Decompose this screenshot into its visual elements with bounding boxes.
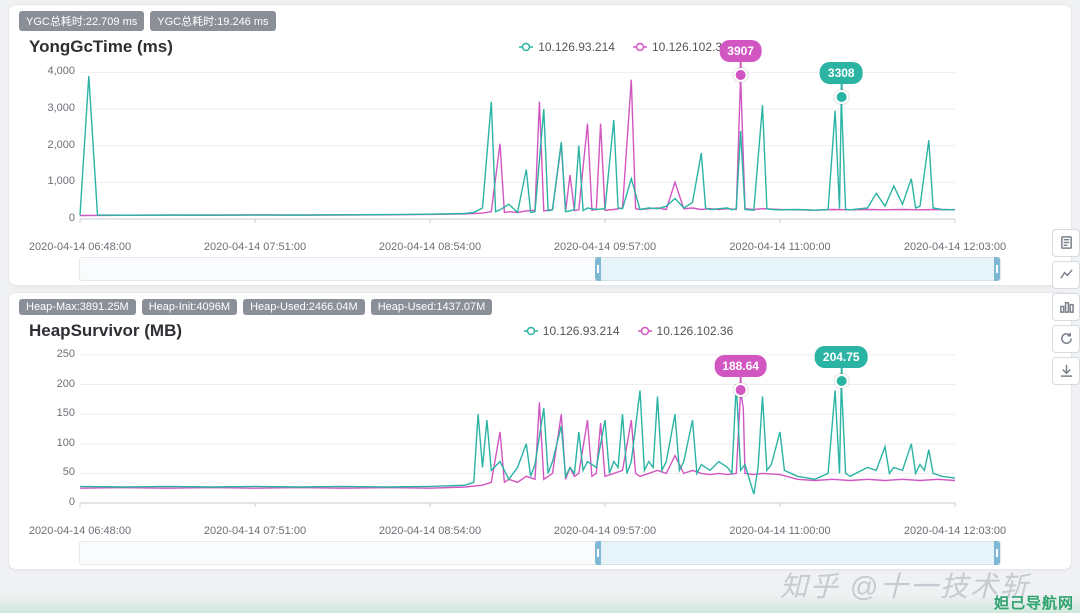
toolbar-line-icon[interactable] xyxy=(1052,261,1080,289)
x-tick-label: 2020-04-14 09:57:00 xyxy=(554,525,656,537)
stat-badge: YGC总耗时:22.709 ms xyxy=(19,11,144,31)
panel-heap: Heap-Max:3891.25M Heap-Init:4096M Heap-Use… xyxy=(8,292,1072,570)
chart-area[interactable]: 01,0002,0003,0004,0002020-04-14 06:48:00… xyxy=(25,59,1055,239)
y-tick-label: 100 xyxy=(15,437,75,449)
time-brush[interactable] xyxy=(79,257,1001,281)
y-tick-label: 2,000 xyxy=(15,139,75,151)
footer-gradient xyxy=(0,595,1080,613)
panel-yonggc: YGC总耗时:22.709 ms YGC总耗时:19.246 ms YongGcT… xyxy=(8,4,1072,286)
stat-badge: Heap-Used:1437.07M xyxy=(371,299,493,315)
toolbar-bars-icon[interactable] xyxy=(1052,293,1080,321)
legend-item[interactable]: 10.126.102.36 xyxy=(633,40,729,54)
toolbar-file-icon[interactable] xyxy=(1052,229,1080,257)
legend: 10.126.93.214 10.126.102.36 xyxy=(524,324,734,338)
stat-badge: YGC总耗时:19.246 ms xyxy=(150,11,275,31)
y-tick-label: 150 xyxy=(15,407,75,419)
page-root: YGC总耗时:22.709 ms YGC总耗时:19.246 ms YongGcT… xyxy=(0,0,1080,613)
x-tick-label: 2020-04-14 06:48:00 xyxy=(29,525,131,537)
x-tick-label: 2020-04-14 07:51:00 xyxy=(204,241,306,253)
x-tick-label: 2020-04-14 11:00:00 xyxy=(729,241,830,253)
x-tick-label: 2020-04-14 12:03:00 xyxy=(904,241,1006,253)
time-brush[interactable] xyxy=(79,541,1001,565)
toolbar-download-icon[interactable] xyxy=(1052,357,1080,385)
y-tick-label: 250 xyxy=(15,348,75,360)
y-tick-label: 3,000 xyxy=(15,102,75,114)
footer-brand: 妲己导航网 xyxy=(994,592,1074,613)
legend-item[interactable]: 10.126.93.214 xyxy=(524,324,620,338)
x-tick-label: 2020-04-14 06:48:00 xyxy=(29,241,131,253)
legend-item[interactable]: 10.126.93.214 xyxy=(519,40,615,54)
x-tick-label: 2020-04-14 07:51:00 xyxy=(204,525,306,537)
header-row: HeapSurvivor (MB) 10.126.93.214 10.126.10… xyxy=(29,321,1061,341)
y-tick-label: 200 xyxy=(15,378,75,390)
brush-selection[interactable] xyxy=(595,541,1000,565)
badge-row: Heap-Max:3891.25M Heap-Init:4096M Heap-Use… xyxy=(19,299,1061,315)
chart-area[interactable]: 0501001502002502020-04-14 06:48:002020-0… xyxy=(25,343,1055,523)
stat-badge: Heap-Init:4096M xyxy=(142,299,237,315)
y-tick-label: 0 xyxy=(15,212,75,224)
stat-badge: Heap-Used:2466.04M xyxy=(243,299,365,315)
x-tick-label: 2020-04-14 08:54:00 xyxy=(379,525,481,537)
chart-toolbar xyxy=(1052,229,1080,385)
brush-selection[interactable] xyxy=(595,257,1000,281)
badge-row: YGC总耗时:22.709 ms YGC总耗时:19.246 ms xyxy=(19,11,1061,31)
chart-title: HeapSurvivor (MB) xyxy=(29,321,182,341)
x-tick-label: 2020-04-14 08:54:00 xyxy=(379,241,481,253)
x-tick-label: 2020-04-14 12:03:00 xyxy=(904,525,1006,537)
y-tick-label: 4,000 xyxy=(15,65,75,77)
x-tick-label: 2020-04-14 11:00:00 xyxy=(729,525,830,537)
y-tick-label: 0 xyxy=(15,496,75,508)
header-row: YongGcTime (ms) 10.126.93.214 10.126.102.… xyxy=(29,37,1061,57)
y-tick-label: 50 xyxy=(15,466,75,478)
x-tick-label: 2020-04-14 09:57:00 xyxy=(554,241,656,253)
toolbar-refresh-icon[interactable] xyxy=(1052,325,1080,353)
y-tick-label: 1,000 xyxy=(15,175,75,187)
chart-title: YongGcTime (ms) xyxy=(29,37,173,57)
legend-item[interactable]: 10.126.102.36 xyxy=(638,324,734,338)
legend: 10.126.93.214 10.126.102.36 xyxy=(519,40,729,54)
watermark-text: 知乎 @十一技术斩 xyxy=(780,565,1030,605)
stat-badge: Heap-Max:3891.25M xyxy=(19,299,136,315)
